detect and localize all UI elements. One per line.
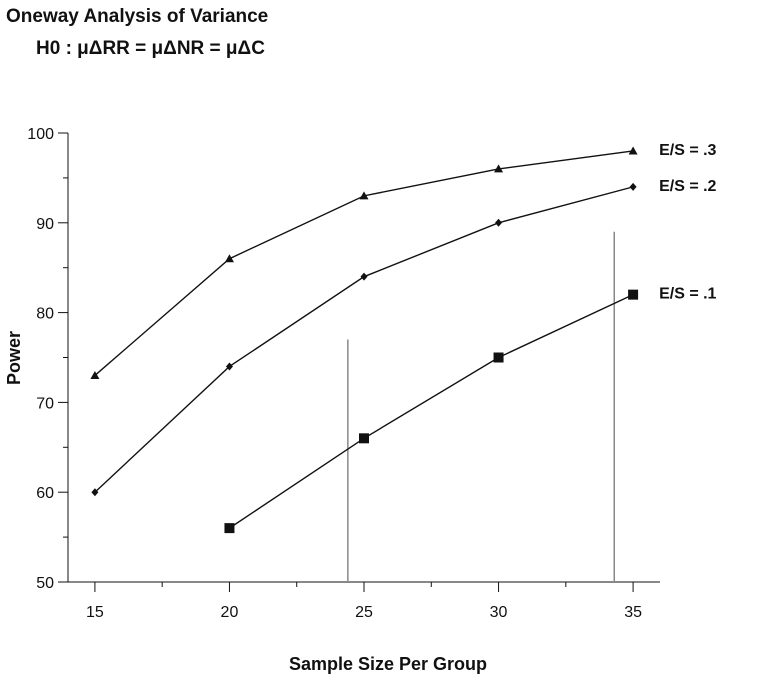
y-tick-label: 80: [36, 306, 54, 323]
x-tick-label: 25: [355, 604, 373, 621]
series-square: E/S = .1: [224, 286, 717, 534]
chart-title: Oneway Analysis of Variance: [6, 6, 269, 27]
series-label: E/S = .2: [659, 178, 716, 195]
triangle-marker: [494, 164, 504, 173]
chart-subtitle: H0 : μΔRR = μΔNR = μΔC: [36, 38, 265, 59]
x-tick-label: 35: [624, 604, 642, 621]
square-marker: [224, 523, 235, 534]
y-tick-label: 70: [36, 395, 54, 412]
x-tick-label: 30: [490, 604, 508, 621]
x-tick-label: 15: [86, 604, 104, 621]
series-diamond: E/S = .2: [91, 178, 717, 497]
square-marker: [493, 352, 504, 363]
series-triangle: E/S = .3: [90, 142, 717, 379]
x-axis-title: Sample Size Per Group: [289, 654, 487, 674]
diamond-marker: [91, 488, 99, 497]
y-tick-label: 60: [36, 485, 54, 502]
triangle-marker: [628, 146, 638, 155]
series-line: [229, 294, 634, 529]
y-axis-title: Power: [4, 331, 24, 385]
series-label: E/S = .1: [659, 286, 716, 303]
y-tick-label: 50: [36, 575, 54, 592]
axes: 50 60 70 80 90 100 15 20 25 30 35: [27, 126, 660, 621]
diamond-marker: [360, 272, 368, 281]
x-tick-label: 20: [221, 604, 239, 621]
triangle-marker: [359, 191, 369, 200]
y-tick-label: 100: [27, 126, 54, 143]
reference-lines: [347, 231, 616, 582]
diamond-marker: [225, 362, 233, 371]
series-group: E/S = .3 E/S = .2 E/S = .1: [90, 142, 717, 534]
square-marker: [359, 433, 369, 444]
triangle-marker: [90, 370, 100, 379]
series-line: [94, 150, 634, 376]
triangle-marker: [224, 254, 234, 263]
square-marker: [628, 289, 639, 300]
diamond-marker: [495, 218, 503, 227]
series-label: E/S = .3: [659, 142, 716, 159]
series-line: [94, 186, 634, 493]
diamond-marker: [629, 182, 637, 191]
y-tick-label: 90: [36, 216, 54, 233]
